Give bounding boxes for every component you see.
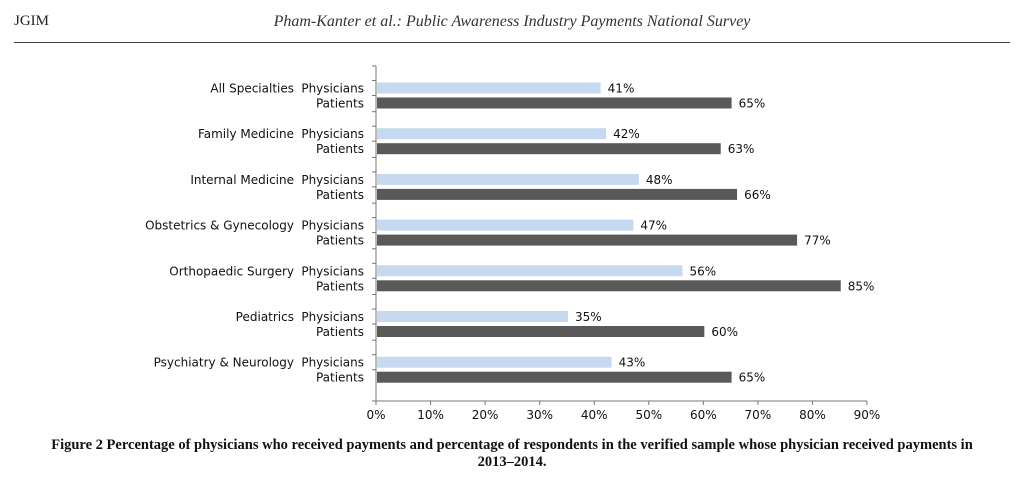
bar-patients bbox=[377, 97, 732, 109]
category-label: Internal Medicine bbox=[190, 173, 294, 187]
running-title: Pham-Kanter et al.: Public Awareness Ind… bbox=[273, 13, 751, 30]
series-label: Physicians bbox=[301, 127, 364, 141]
series-label: Patients bbox=[316, 188, 364, 202]
x-tick-label: 90% bbox=[854, 408, 881, 422]
bar-physicians bbox=[377, 265, 683, 277]
category-label: Psychiatry & Neurology bbox=[154, 356, 294, 370]
category-label: Orthopaedic Surgery bbox=[169, 264, 294, 278]
data-label: 66% bbox=[744, 188, 771, 202]
journal-name: JGIM bbox=[14, 13, 50, 29]
data-label: 65% bbox=[739, 371, 766, 385]
bar-patients bbox=[377, 188, 738, 200]
bar-physicians bbox=[377, 311, 568, 322]
bar-patients bbox=[377, 280, 841, 292]
bar-physicians bbox=[377, 173, 639, 185]
series-label: Physicians bbox=[301, 82, 364, 96]
data-label: 85% bbox=[848, 279, 875, 293]
bar-physicians bbox=[377, 219, 634, 231]
series-label: Patients bbox=[316, 325, 364, 339]
series-label: Physicians bbox=[301, 310, 364, 324]
series-label: Patients bbox=[316, 142, 364, 156]
series-label: Patients bbox=[316, 279, 364, 293]
x-tick-label: 40% bbox=[581, 408, 608, 422]
data-label: 47% bbox=[640, 219, 667, 233]
bar-patients bbox=[377, 234, 798, 246]
category-label: Family Medicine bbox=[198, 127, 294, 141]
category-label: All Specialties bbox=[210, 82, 294, 96]
bar-patients bbox=[377, 143, 721, 155]
data-label: 35% bbox=[575, 310, 602, 324]
category-label: Obstetrics & Gynecology bbox=[145, 219, 294, 233]
data-label: 42% bbox=[613, 127, 640, 141]
bar-physicians bbox=[377, 128, 607, 140]
series-label: Physicians bbox=[301, 219, 364, 233]
data-label: 60% bbox=[711, 325, 738, 339]
data-label: 77% bbox=[804, 234, 831, 248]
x-tick-label: 0% bbox=[366, 408, 385, 422]
data-label: 56% bbox=[690, 264, 717, 278]
x-tick-label: 80% bbox=[799, 408, 826, 422]
bar-patients bbox=[377, 371, 732, 383]
figure-caption: Figure 2 Percentage of physicians who re… bbox=[51, 437, 973, 470]
x-tick-label: 20% bbox=[472, 408, 499, 422]
x-tick-label: 60% bbox=[690, 408, 717, 422]
x-tick-label: 70% bbox=[745, 408, 772, 422]
series-label: Physicians bbox=[301, 356, 364, 370]
bar-patients bbox=[377, 326, 705, 337]
data-label: 43% bbox=[619, 356, 646, 370]
series-label: Patients bbox=[316, 371, 364, 385]
series-label: Physicians bbox=[301, 173, 364, 187]
x-tick-label: 50% bbox=[635, 408, 662, 422]
data-label: 65% bbox=[739, 97, 766, 111]
x-tick-label: 30% bbox=[526, 408, 553, 422]
series-label: Physicians bbox=[301, 264, 364, 278]
data-label: 63% bbox=[728, 142, 755, 156]
data-label: 41% bbox=[608, 82, 635, 96]
category-label: Pediatrics bbox=[236, 310, 294, 324]
data-label: 48% bbox=[646, 173, 673, 187]
header-rule bbox=[14, 42, 1010, 43]
bar-physicians bbox=[377, 356, 612, 368]
chart-marks: 0% 10% 20% 30% 40% 50% 60% 70% 80% 90% 41% Physicia… bbox=[145, 65, 881, 422]
bar-physicians bbox=[377, 82, 601, 94]
x-tick-label: 10% bbox=[417, 408, 444, 422]
series-label: Patients bbox=[316, 234, 364, 248]
series-label: Patients bbox=[316, 97, 364, 111]
